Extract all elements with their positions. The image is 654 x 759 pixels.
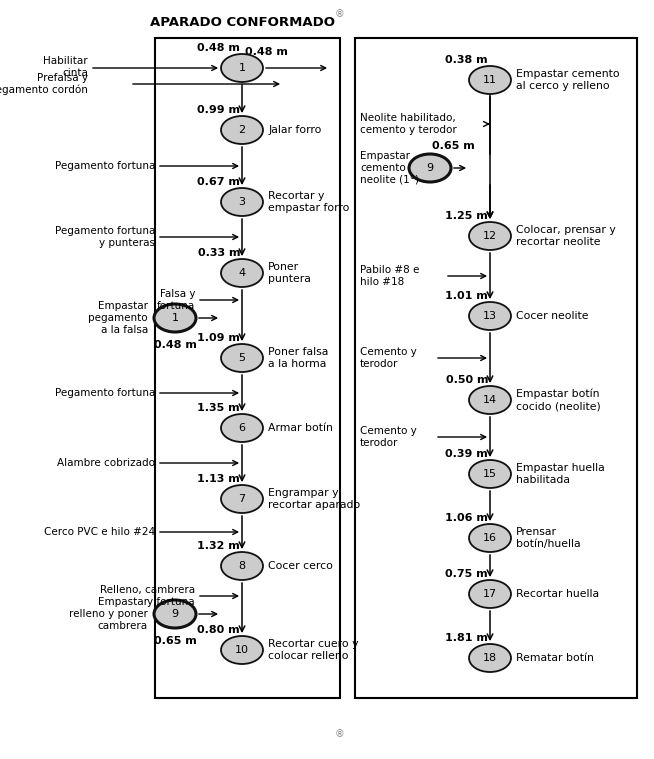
Ellipse shape bbox=[221, 485, 263, 513]
Ellipse shape bbox=[221, 414, 263, 442]
Text: 0.67 m: 0.67 m bbox=[197, 177, 240, 187]
Ellipse shape bbox=[469, 222, 511, 250]
Text: Engrampar y
recortar aparado: Engrampar y recortar aparado bbox=[268, 488, 360, 510]
Text: APARADO CONFORMADO: APARADO CONFORMADO bbox=[150, 15, 334, 29]
Text: 0.48 m: 0.48 m bbox=[154, 340, 196, 350]
Bar bbox=[355, 38, 637, 698]
Text: ®: ® bbox=[335, 729, 345, 739]
Text: Pegamento fortuna: Pegamento fortuna bbox=[55, 388, 155, 398]
Text: Pabilo #8 e
hilo #18: Pabilo #8 e hilo #18 bbox=[360, 265, 419, 287]
Text: 13: 13 bbox=[483, 311, 497, 321]
Ellipse shape bbox=[221, 636, 263, 664]
Ellipse shape bbox=[469, 644, 511, 672]
Text: 1.06 m: 1.06 m bbox=[445, 513, 488, 523]
Ellipse shape bbox=[469, 302, 511, 330]
Text: 0.65 m: 0.65 m bbox=[154, 636, 196, 646]
Text: Prefalsa y
pegamento cordón: Prefalsa y pegamento cordón bbox=[0, 73, 88, 95]
Ellipse shape bbox=[469, 386, 511, 414]
Text: Empastar
pegamento
a la falsa: Empastar pegamento a la falsa bbox=[88, 301, 148, 335]
Text: 9: 9 bbox=[171, 609, 179, 619]
Text: Habilitar
cinta: Habilitar cinta bbox=[43, 56, 88, 78]
Text: Alambre cobrizado: Alambre cobrizado bbox=[57, 458, 155, 468]
Text: Cocer neolite: Cocer neolite bbox=[516, 311, 589, 321]
Text: Poner
puntera: Poner puntera bbox=[268, 262, 311, 284]
Ellipse shape bbox=[469, 460, 511, 488]
Text: 16: 16 bbox=[483, 533, 497, 543]
Text: ®: ® bbox=[335, 9, 345, 19]
Text: 17: 17 bbox=[483, 589, 497, 599]
Text: 0.99 m: 0.99 m bbox=[197, 105, 240, 115]
Text: Cocer cerco: Cocer cerco bbox=[268, 561, 333, 571]
Text: 1.09 m: 1.09 m bbox=[197, 333, 240, 343]
Text: 2: 2 bbox=[239, 125, 245, 135]
Text: Colocar, prensar y
recortar neolite: Colocar, prensar y recortar neolite bbox=[516, 225, 616, 247]
Text: 12: 12 bbox=[483, 231, 497, 241]
Text: 0.48 m: 0.48 m bbox=[245, 47, 288, 57]
Ellipse shape bbox=[221, 116, 263, 144]
Text: 0.75 m: 0.75 m bbox=[445, 569, 488, 579]
Text: 1: 1 bbox=[239, 63, 245, 73]
Bar bbox=[155, 38, 340, 698]
Text: 8: 8 bbox=[239, 561, 245, 571]
Text: 0.38 m: 0.38 m bbox=[445, 55, 488, 65]
Text: 9: 9 bbox=[426, 163, 434, 173]
Text: Empastar
relleno y poner
cambrera: Empastar relleno y poner cambrera bbox=[69, 597, 148, 631]
Text: 7: 7 bbox=[239, 494, 245, 504]
Ellipse shape bbox=[221, 344, 263, 372]
Text: 14: 14 bbox=[483, 395, 497, 405]
Text: 18: 18 bbox=[483, 653, 497, 663]
Ellipse shape bbox=[409, 154, 451, 182]
Text: Cemento y
terodor: Cemento y terodor bbox=[360, 347, 417, 369]
Text: Poner falsa
a la horma: Poner falsa a la horma bbox=[268, 347, 328, 369]
Text: 0.48 m: 0.48 m bbox=[197, 43, 240, 53]
Text: 1.01 m: 1.01 m bbox=[445, 291, 488, 301]
Text: Recortar cuero y
colocar relleno: Recortar cuero y colocar relleno bbox=[268, 639, 358, 661]
Text: 1: 1 bbox=[171, 313, 179, 323]
Text: 10: 10 bbox=[235, 645, 249, 655]
Ellipse shape bbox=[469, 580, 511, 608]
Ellipse shape bbox=[469, 524, 511, 552]
Text: 1.13 m: 1.13 m bbox=[198, 474, 240, 484]
Text: 0.80 m: 0.80 m bbox=[198, 625, 240, 635]
Text: 4: 4 bbox=[239, 268, 245, 278]
Text: 11: 11 bbox=[483, 75, 497, 85]
Ellipse shape bbox=[154, 304, 196, 332]
Text: 1.32 m: 1.32 m bbox=[198, 541, 240, 551]
Ellipse shape bbox=[469, 66, 511, 94]
Text: Pegamento fortuna
y punteras: Pegamento fortuna y punteras bbox=[55, 226, 155, 247]
Text: Jalar forro: Jalar forro bbox=[268, 125, 321, 135]
Ellipse shape bbox=[154, 600, 196, 628]
Text: Empastar botín
cocido (neolite): Empastar botín cocido (neolite) bbox=[516, 389, 601, 411]
Text: 0.65 m: 0.65 m bbox=[432, 141, 475, 151]
Text: Falsa y
fortuna: Falsa y fortuna bbox=[157, 289, 195, 310]
Text: Armar botín: Armar botín bbox=[268, 423, 333, 433]
Text: 0.33 m: 0.33 m bbox=[198, 248, 240, 258]
Text: 1.81 m: 1.81 m bbox=[445, 633, 488, 643]
Text: 15: 15 bbox=[483, 469, 497, 479]
Text: 6: 6 bbox=[239, 423, 245, 433]
Text: 3: 3 bbox=[239, 197, 245, 207]
Text: 5: 5 bbox=[239, 353, 245, 363]
Text: Cerco PVC e hilo #24: Cerco PVC e hilo #24 bbox=[44, 527, 155, 537]
Text: Relleno, cambrera
y fortuna: Relleno, cambrera y fortuna bbox=[100, 585, 195, 606]
Text: Pegamento fortuna: Pegamento fortuna bbox=[55, 161, 155, 171]
Text: Rematar botín: Rematar botín bbox=[516, 653, 594, 663]
Text: Neolite habilitado,
cemento y terodor: Neolite habilitado, cemento y terodor bbox=[360, 113, 456, 135]
Text: Prensar
botín/huella: Prensar botín/huella bbox=[516, 528, 581, 549]
Text: 1.35 m: 1.35 m bbox=[198, 403, 240, 413]
Text: Empastar cemento
al cerco y relleno: Empastar cemento al cerco y relleno bbox=[516, 69, 619, 91]
Text: Empastar huella
habilitada: Empastar huella habilitada bbox=[516, 463, 605, 485]
Text: 0.39 m: 0.39 m bbox=[445, 449, 488, 459]
Ellipse shape bbox=[221, 54, 263, 82]
Ellipse shape bbox=[221, 552, 263, 580]
Text: 0.50 m: 0.50 m bbox=[445, 375, 488, 385]
Text: Recortar y
empastar forro: Recortar y empastar forro bbox=[268, 191, 349, 213]
Text: 1.25 m: 1.25 m bbox=[445, 211, 488, 221]
Text: Recortar huella: Recortar huella bbox=[516, 589, 599, 599]
Ellipse shape bbox=[221, 259, 263, 287]
Ellipse shape bbox=[221, 188, 263, 216]
Text: Empastar
cemento
neolite (1°): Empastar cemento neolite (1°) bbox=[360, 151, 419, 184]
Text: Cemento y
terodor: Cemento y terodor bbox=[360, 427, 417, 448]
